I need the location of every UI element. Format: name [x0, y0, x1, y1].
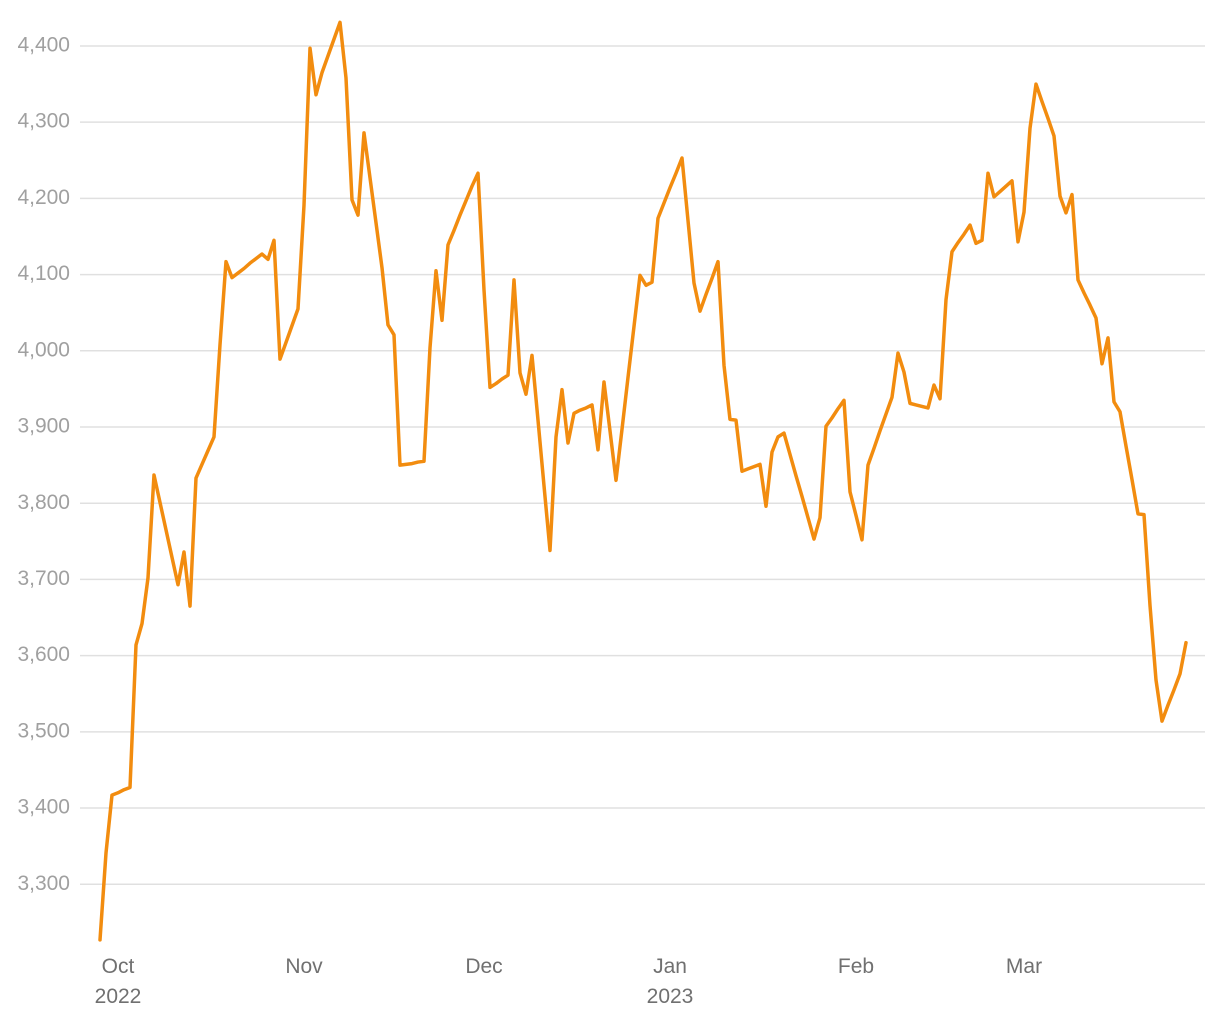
- x-tick-label: Nov: [285, 955, 323, 978]
- x-tick-label: Jan 2023: [646, 955, 694, 1008]
- y-tick-label: 3,900: [17, 415, 70, 438]
- y-tick-label: 3,300: [17, 872, 70, 895]
- y-tick-label: 3,700: [17, 567, 70, 590]
- y-tick-label: 3,500: [17, 719, 70, 742]
- y-tick-label: 3,400: [17, 796, 70, 819]
- x-tick-label: Feb: [837, 955, 875, 978]
- y-tick-label: 3,800: [17, 491, 70, 514]
- y-tick-label: 4,000: [17, 338, 70, 361]
- y-tick-label: 4,100: [17, 262, 70, 285]
- y-tick-label: 4,200: [17, 186, 70, 209]
- y-tick-label: 4,400: [17, 34, 70, 57]
- x-tick-label: Oct 2022: [94, 955, 142, 1008]
- data-line: [98, 20, 1188, 942]
- y-tick-label: 4,300: [17, 110, 70, 133]
- x-tick-label: Mar: [1005, 955, 1043, 978]
- x-tick-label: Dec: [465, 955, 503, 978]
- y-tick-label: 3,600: [17, 643, 70, 666]
